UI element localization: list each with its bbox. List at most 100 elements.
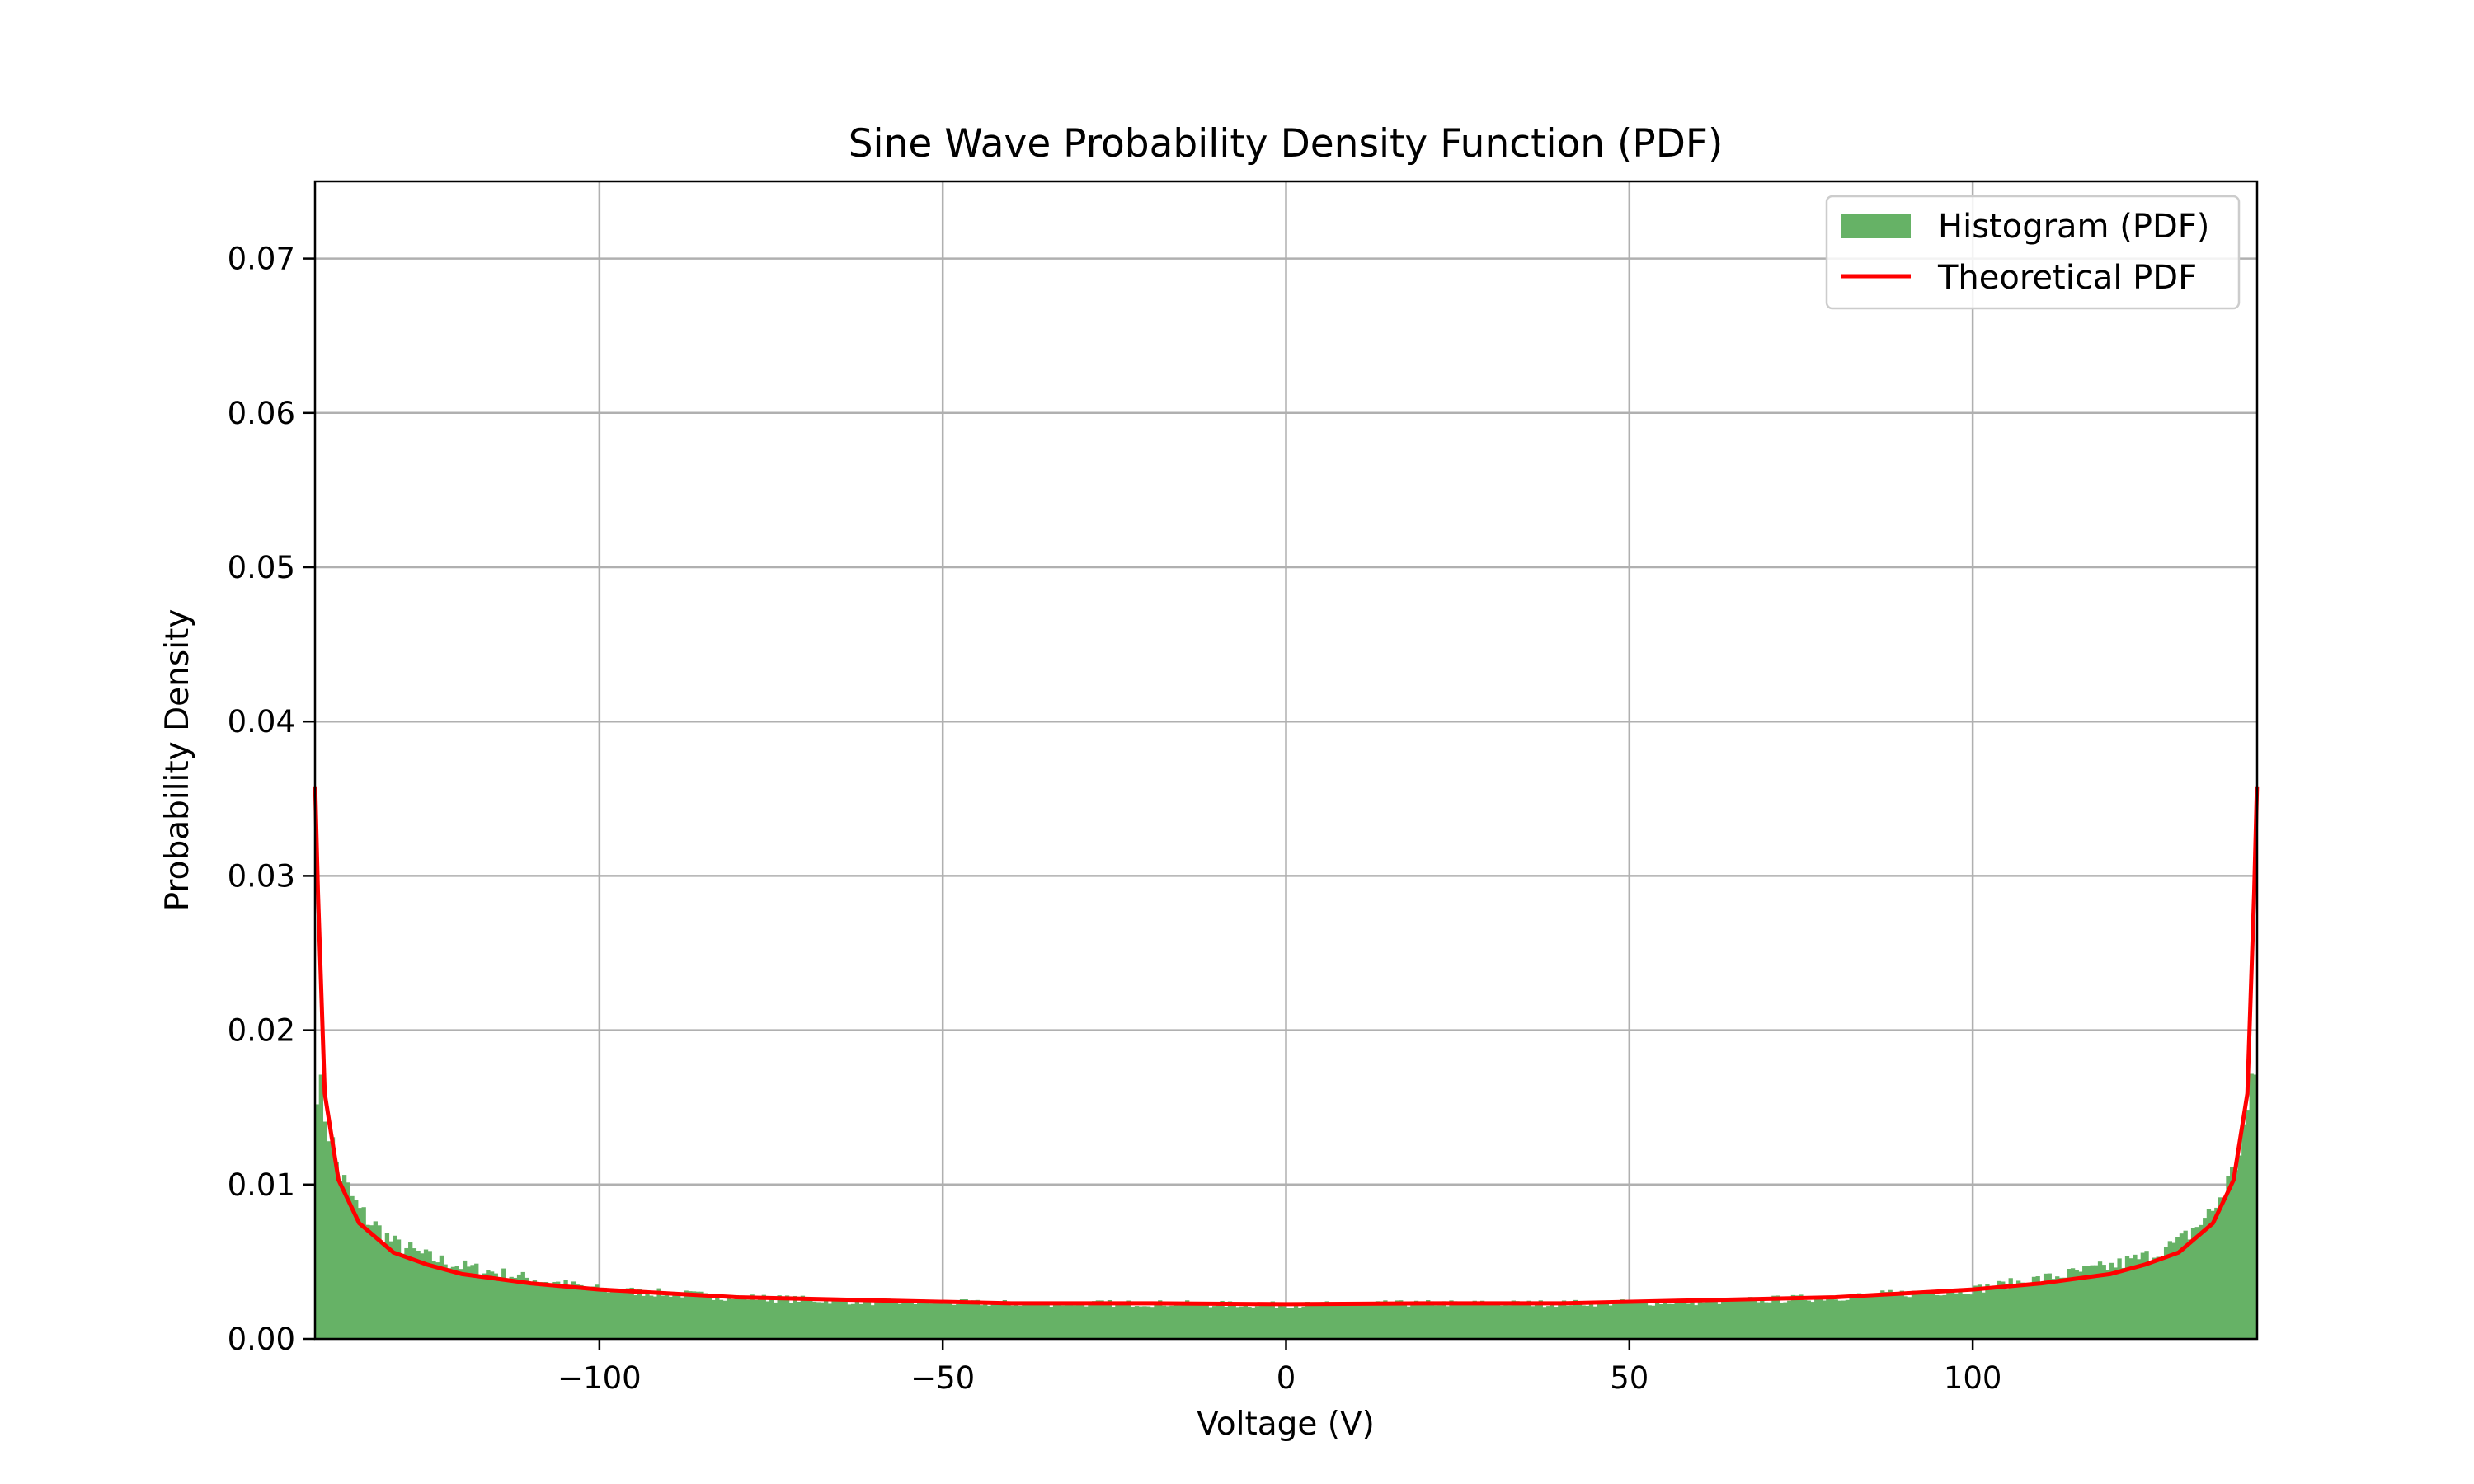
histogram-bar bbox=[730, 1298, 736, 1339]
histogram-bar bbox=[1309, 1303, 1315, 1339]
histogram-bar bbox=[1690, 1298, 1695, 1339]
histogram-bar bbox=[2028, 1284, 2033, 1339]
histogram-bar bbox=[1977, 1284, 1982, 1339]
histogram-bar bbox=[1922, 1291, 1928, 1339]
histogram-bar bbox=[1554, 1307, 1559, 1339]
histogram-bar bbox=[1697, 1300, 1703, 1339]
histogram-bar bbox=[1849, 1295, 1854, 1339]
histogram-bar bbox=[540, 1282, 545, 1339]
histogram-bar bbox=[2160, 1258, 2165, 1339]
histogram-bar bbox=[400, 1253, 405, 1339]
histogram-bar bbox=[1356, 1303, 1361, 1339]
histogram-bar bbox=[2214, 1207, 2219, 1339]
histogram-bar bbox=[1592, 1306, 1597, 1339]
histogram-bar bbox=[1297, 1308, 1302, 1339]
histogram-bar bbox=[2090, 1265, 2095, 1339]
histogram-bar bbox=[1049, 1307, 1054, 1339]
histogram-bar bbox=[2047, 1273, 2052, 1339]
histogram-bar bbox=[1084, 1306, 1089, 1339]
histogram-bar bbox=[676, 1293, 681, 1339]
histogram-bar bbox=[315, 1104, 320, 1339]
histogram-bar bbox=[1413, 1300, 1419, 1339]
histogram-bar bbox=[1678, 1301, 1683, 1339]
histogram-bar bbox=[672, 1294, 677, 1339]
histogram-bar bbox=[1794, 1295, 1799, 1339]
histogram-bar bbox=[2194, 1227, 2199, 1339]
histogram-bar bbox=[1771, 1295, 1776, 1339]
histogram-bar bbox=[1122, 1302, 1127, 1339]
histogram-bar bbox=[1608, 1305, 1613, 1339]
histogram-bar bbox=[1663, 1301, 1667, 1339]
histogram-bar bbox=[412, 1248, 417, 1339]
histogram-bar bbox=[536, 1282, 541, 1339]
histogram-bar bbox=[1320, 1302, 1326, 1339]
histogram-bar bbox=[2113, 1267, 2119, 1339]
histogram-bar bbox=[1410, 1304, 1415, 1339]
histogram-bar bbox=[901, 1300, 906, 1339]
histogram-bar bbox=[2140, 1252, 2146, 1339]
histogram-bar bbox=[2241, 1124, 2246, 1339]
histogram-bar bbox=[1095, 1300, 1101, 1339]
histogram-bar bbox=[645, 1293, 650, 1339]
histogram-bar bbox=[1185, 1300, 1190, 1339]
histogram-bar bbox=[1379, 1301, 1384, 1339]
histogram-bar bbox=[847, 1304, 852, 1339]
histogram-bar bbox=[2086, 1266, 2091, 1339]
histogram-bar bbox=[1006, 1303, 1011, 1339]
histogram-bar bbox=[318, 1074, 324, 1339]
histogram-bar bbox=[1604, 1301, 1610, 1339]
histogram-bar bbox=[1806, 1300, 1811, 1339]
histogram-bar bbox=[1919, 1293, 1924, 1339]
histogram-bar bbox=[948, 1303, 953, 1339]
histogram-bar bbox=[1534, 1304, 1540, 1339]
histogram-bar bbox=[1375, 1301, 1380, 1339]
histogram-bar bbox=[1254, 1306, 1260, 1339]
grid bbox=[315, 181, 2257, 1341]
histogram-bar bbox=[761, 1294, 766, 1339]
histogram-bar bbox=[1724, 1300, 1730, 1339]
histogram-bar bbox=[388, 1241, 393, 1339]
histogram-bar bbox=[2039, 1281, 2044, 1339]
histogram-bar bbox=[1860, 1294, 1865, 1339]
histogram-bar bbox=[1787, 1300, 1792, 1339]
histogram-bar bbox=[1911, 1290, 1917, 1339]
x-tick-label: 0 bbox=[1277, 1360, 1296, 1396]
histogram-bar bbox=[1107, 1299, 1112, 1339]
histogram-bar bbox=[1324, 1301, 1329, 1339]
histogram-bar bbox=[1395, 1300, 1399, 1339]
histogram-bar bbox=[338, 1181, 343, 1339]
histogram-bar bbox=[431, 1261, 436, 1339]
histogram-bar bbox=[1115, 1301, 1120, 1339]
histogram-bar bbox=[1895, 1293, 1901, 1339]
histogram-bar bbox=[890, 1299, 895, 1339]
histogram-bar bbox=[2051, 1279, 2056, 1339]
histogram-bar bbox=[556, 1281, 561, 1339]
histogram-bar bbox=[1212, 1306, 1217, 1339]
histogram-bar bbox=[967, 1302, 972, 1339]
histogram-bar bbox=[1935, 1294, 1940, 1339]
legend-label-theoretical: Theoretical PDF bbox=[1937, 259, 2197, 297]
histogram-bar bbox=[1192, 1303, 1197, 1339]
histogram-bar bbox=[684, 1290, 689, 1339]
histogram-bar bbox=[1601, 1302, 1606, 1339]
histogram-bar bbox=[1884, 1292, 1889, 1339]
histogram-bar bbox=[1997, 1280, 2001, 1339]
histogram-bar bbox=[1856, 1293, 1862, 1339]
histogram-bar bbox=[2001, 1281, 2006, 1339]
histogram-bar bbox=[606, 1292, 611, 1339]
histogram-bar bbox=[1635, 1301, 1640, 1339]
legend-swatch-histogram bbox=[1841, 214, 1911, 238]
histogram-bar bbox=[420, 1253, 425, 1339]
histogram-bar bbox=[2094, 1265, 2099, 1339]
histogram-bar bbox=[567, 1284, 572, 1339]
histogram-bar bbox=[2124, 1256, 2130, 1339]
histogram-bar bbox=[1783, 1302, 1788, 1339]
histogram-bar bbox=[1573, 1299, 1578, 1339]
histogram-bar bbox=[2043, 1273, 2048, 1339]
histogram-bar bbox=[1779, 1302, 1784, 1339]
histogram-bar bbox=[404, 1247, 409, 1339]
histogram-bar bbox=[486, 1270, 491, 1339]
histogram-bar bbox=[691, 1291, 697, 1339]
histogram-bar bbox=[2109, 1262, 2114, 1339]
histogram-bar bbox=[1880, 1290, 1885, 1339]
